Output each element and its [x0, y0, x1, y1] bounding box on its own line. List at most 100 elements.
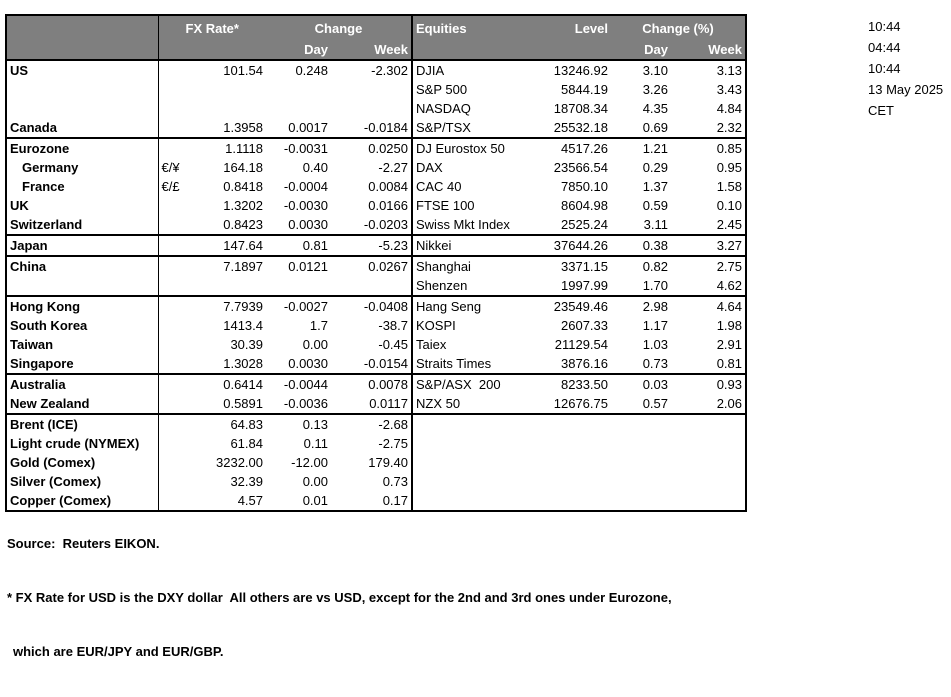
fx-change-day-cell: 0.0121	[288, 259, 328, 274]
country-cell: Silver (Comex)	[6, 472, 159, 491]
eq-change-day-cell: 3.10	[642, 63, 668, 78]
eq-change-week-cell: 4.64	[716, 299, 742, 314]
level-cell	[531, 434, 611, 453]
eq-change-week-cell	[671, 453, 746, 472]
equity-index-cell	[412, 434, 531, 453]
header-blank	[158, 40, 266, 61]
table-row: Hong Kong 7.7939 -0.0027 -0.0408 Hang Seng 23…	[6, 296, 746, 316]
market-summary-table: FX Rate* Change Equities Level Change (%…	[5, 14, 747, 512]
currency-pair-cell	[158, 374, 190, 394]
header-row-2: Day Week Day Week	[6, 40, 746, 61]
timezone-label: CET	[868, 103, 894, 118]
fx-rate-cell: 7.7939	[223, 299, 263, 314]
table-row: Shenzen 1997.99 1.70 4.62	[6, 276, 746, 297]
country-cell: Japan	[6, 235, 159, 257]
fx-change-day-cell: 0.13	[302, 417, 328, 432]
currency-pair-cell	[158, 453, 190, 472]
currency-pair-cell	[158, 99, 190, 118]
eq-change-day-cell: 1.21	[642, 141, 668, 156]
fx-change-week-cell: -5.23	[331, 235, 413, 257]
level-cell: 23549.46	[553, 299, 608, 314]
eq-change-day-cell: 0.82	[642, 259, 668, 274]
equity-index-cell: CAC 40	[416, 179, 462, 194]
table-row: Taiwan 30.39 0.00 -0.45 Taiex 21129.54 1.03 2.9…	[6, 335, 746, 354]
header-level: Level	[531, 15, 611, 40]
eq-change-day-cell: 3.11	[611, 215, 671, 236]
table-header: FX Rate* Change Equities Level Change (%…	[6, 15, 746, 61]
table-row: Gold (Comex) 3232.00 -12.00 179.40	[6, 453, 746, 472]
country-cell: Gold (Comex)	[6, 453, 159, 472]
fx-change-week-cell: -2.27	[331, 158, 413, 177]
equity-index-cell: S&P/TSX	[412, 118, 531, 139]
currency-pair-cell	[158, 235, 190, 257]
level-cell: 25532.18	[531, 118, 611, 139]
currency-pair-cell	[158, 434, 190, 453]
table-row: Australia 0.6414 -0.0044 0.0078 S&P/ASX 200 8…	[6, 374, 746, 394]
currency-pair-cell	[158, 335, 190, 354]
eq-change-day-cell	[611, 453, 671, 472]
source-line: Source: Reuters EIKON.	[7, 536, 160, 551]
currency-pair-cell	[158, 414, 190, 434]
fx-change-day-cell	[266, 276, 331, 297]
eq-change-week-cell: 3.27	[671, 235, 746, 257]
country-cell: South Korea	[6, 316, 159, 335]
fx-change-week-cell	[331, 276, 413, 297]
eq-change-week-cell: 2.06	[671, 394, 746, 415]
currency-pair-cell	[158, 118, 190, 139]
table-row: South Korea 1413.4 1.7 -38.7 KOSPI 2607.33 1.1…	[6, 316, 746, 335]
fx-change-day-cell: 0.40	[302, 160, 328, 175]
level-cell	[531, 414, 611, 434]
level-cell: 21129.54	[554, 337, 608, 352]
level-cell: 18708.34	[553, 101, 608, 116]
equity-index-cell: NZX 50	[412, 394, 531, 415]
eq-change-day-cell	[611, 414, 671, 434]
equity-index-cell: FTSE 100	[416, 198, 475, 213]
header-eq-day: Day	[611, 40, 671, 61]
table-row: Singapore 1.3028 0.0030 -0.0154 Straits Time…	[6, 354, 746, 375]
header-eq-week: Week	[671, 40, 746, 61]
fx-change-day-cell: 0.248	[295, 63, 328, 78]
fx-change-week-cell: -0.45	[331, 335, 413, 354]
country-cell: Copper (Comex)	[6, 491, 159, 511]
fx-change-day-cell: 0.0030	[266, 215, 331, 236]
fx-change-day-cell	[266, 80, 331, 99]
table-row: Japan 147.64 0.81 -5.23 Nikkei 37644.26 0.38 3.…	[6, 235, 746, 257]
header-blank	[531, 40, 611, 61]
equity-index-cell	[412, 472, 531, 491]
table-body: US 101.54 0.248 -2.302 DJIA 13246.92 3.10 3.13 S…	[6, 60, 746, 511]
eq-change-week-cell: 0.10	[716, 198, 742, 213]
eq-change-day-cell: 2.98	[642, 299, 668, 314]
eq-change-day-cell: 1.03	[642, 337, 668, 352]
country-cell: Germany	[6, 158, 159, 177]
equity-index-cell: Straits Times	[412, 354, 531, 375]
fx-rate-cell: 4.57	[237, 493, 263, 508]
eq-change-week-cell	[671, 472, 746, 491]
currency-pair-cell	[158, 256, 190, 276]
table-row: Canada 1.3958 0.0017 -0.0184 S&P/TSX 25532.18…	[6, 118, 746, 139]
eq-change-week-cell: 2.75	[716, 259, 742, 274]
fx-change-week-cell: 0.0250	[331, 138, 413, 158]
eq-change-day-cell: 0.69	[611, 118, 671, 139]
level-cell: 8233.50	[561, 377, 608, 392]
eq-change-week-cell: 4.84	[716, 101, 742, 116]
level-cell: 12676.75	[531, 394, 611, 415]
header-change-pct: Change (%)	[611, 15, 746, 40]
fx-change-week-cell	[331, 99, 413, 118]
eq-change-week-cell: 1.98	[716, 318, 742, 333]
header-blank	[6, 15, 159, 40]
eq-change-day-cell	[611, 434, 671, 453]
eq-change-day-cell: 0.73	[611, 354, 671, 375]
table-row: Copper (Comex) 4.57 0.01 0.17	[6, 491, 746, 511]
fx-rate-cell: 0.8423	[190, 215, 266, 236]
fx-equities-report: FX Rate* Change Equities Level Change (%…	[5, 14, 944, 659]
currency-pair-cell	[158, 472, 190, 491]
fx-change-day-cell: 0.0030	[266, 354, 331, 375]
level-cell: 13246.92	[553, 63, 608, 78]
header-blank	[412, 40, 531, 61]
fx-change-day-cell: 0.0017	[266, 118, 331, 139]
currency-pair-cell: €/£	[161, 179, 180, 194]
fx-change-day-cell: 0.11	[303, 436, 328, 451]
equity-index-cell: Hang Seng	[416, 299, 482, 314]
country-cell: China	[6, 256, 159, 276]
country-cell	[6, 99, 159, 118]
